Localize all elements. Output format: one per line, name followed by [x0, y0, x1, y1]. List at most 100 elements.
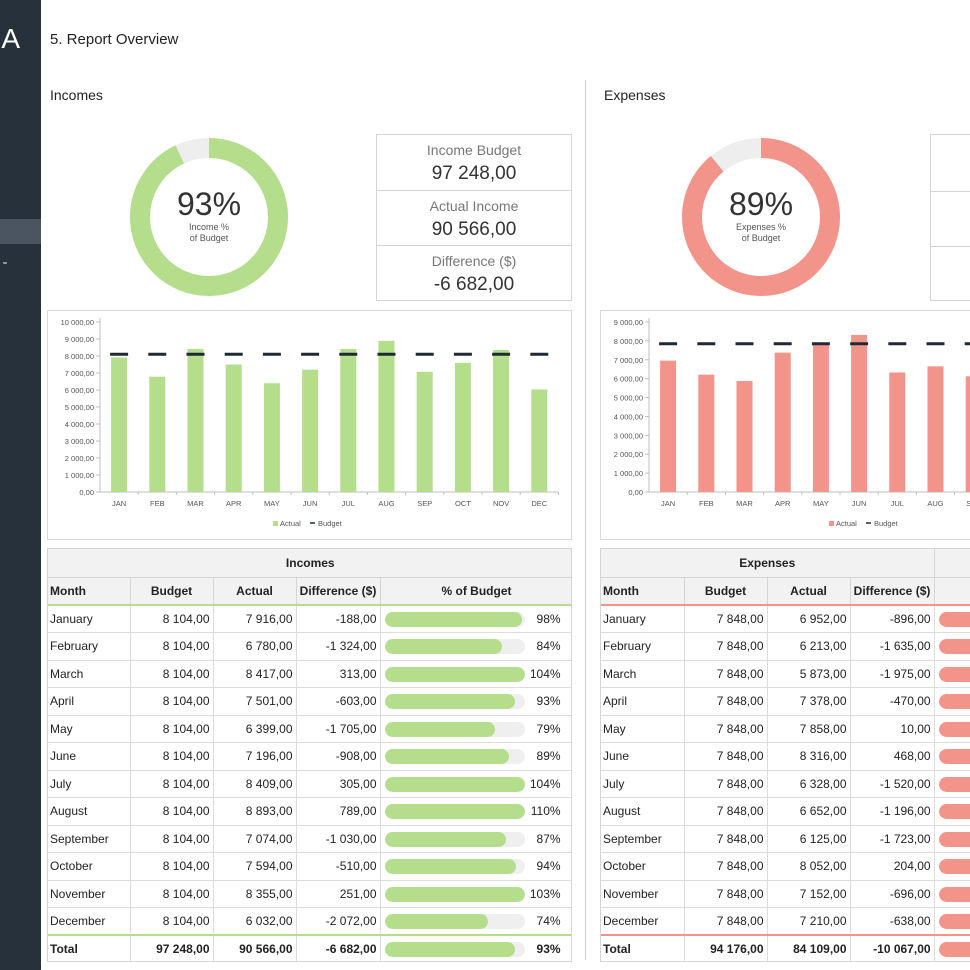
- income-table-title: Incomes: [48, 549, 571, 578]
- progress-bar-track: [938, 721, 970, 737]
- income-chart-x-tick-label: FEB: [150, 499, 165, 508]
- income-chart-y-tick-label: 5 000,00: [65, 403, 94, 412]
- actual-cell: 6 652,00: [767, 797, 851, 825]
- table-row: March 8 104,00 8 417,00 313,00 104%: [48, 659, 571, 688]
- percent-of-budget-cell: 93%: [380, 934, 571, 961]
- expense-donut-label-2: of Budget: [741, 233, 781, 243]
- progress-bar-track: [938, 831, 970, 847]
- income-chart-y-tick-label: 1 000,00: [65, 471, 94, 480]
- income-chart-legend-actual-swatch: [273, 521, 278, 526]
- table-row: August 8 104,00 8 893,00 789,00 110%: [48, 797, 571, 825]
- income-chart-y-tick-label: 9 000,00: [65, 335, 94, 344]
- table-row: February 8 104,00 6 780,00 -1 324,00 84%: [48, 632, 571, 660]
- sidebar-item-active[interactable]: [0, 219, 41, 244]
- percent-label: 104%: [529, 666, 561, 681]
- difference-cell: -10 067,00: [850, 934, 935, 961]
- difference-cell: 10,00: [850, 714, 935, 743]
- expense-chart-x-tick-label: MAR: [736, 499, 753, 508]
- progress-bar-track: [938, 886, 970, 902]
- sidebar-marker: [3, 262, 7, 264]
- expense-donut-arc: [682, 138, 840, 296]
- percent-label: 93%: [536, 942, 561, 956]
- expense-chart-legend-actual: Actual: [836, 519, 857, 528]
- table-row: December 8 104,00 6 032,00 -2 072,00 74%: [48, 907, 571, 935]
- percent-label: 74%: [536, 914, 561, 928]
- expense-chart-bar-jun: [851, 334, 868, 492]
- budget-cell: 97 248,00: [130, 934, 214, 961]
- percent-of-budget-cell: [934, 604, 970, 633]
- difference-cell: -1 324,00: [296, 632, 381, 660]
- progress-bar-track: [384, 666, 525, 682]
- progress-bar-fill: [384, 721, 496, 737]
- expense-chart-y-tick-label: 0,00: [628, 488, 643, 497]
- incomes-section-title: Incomes: [50, 87, 103, 103]
- difference-cell: -1 705,00: [296, 714, 381, 743]
- app-logo: A: [1, 23, 20, 54]
- progress-bar-track: [384, 721, 525, 737]
- percent-of-budget-cell: 94%: [380, 852, 571, 880]
- income-budget-label: Income Budget: [426, 142, 522, 158]
- expense-chart-bar-may: [812, 343, 829, 492]
- progress-bar-fill: [938, 694, 970, 709]
- month-cell: August: [48, 797, 131, 825]
- progress-bar-fill: [938, 804, 970, 819]
- month-cell: January: [601, 604, 685, 633]
- percent-label: 110%: [530, 804, 561, 818]
- difference-cell: -638,00: [850, 907, 935, 935]
- expense-chart-x-tick-label: MAY: [813, 499, 829, 508]
- income-donut: 93% Income % of Budget: [130, 138, 288, 296]
- expense-chart-y-tick-label: 9 000,00: [614, 318, 643, 327]
- progress-bar-fill: [938, 942, 970, 957]
- difference-cell: -1 030,00: [296, 824, 381, 853]
- income-difference-value: -6 682,00: [433, 274, 515, 295]
- budget-cell: 7 848,00: [684, 659, 768, 688]
- table-row: February 7 848,00 6 213,00 -1 635,00: [601, 632, 970, 660]
- column-header-actual: Actual: [767, 577, 851, 605]
- progress-bar-fill: [384, 942, 515, 957]
- expense-kpi-panel: [930, 134, 970, 301]
- percent-of-budget-cell: [934, 879, 970, 908]
- percent-of-budget-cell: 74%: [380, 907, 571, 935]
- income-donut-percent: 93%: [176, 186, 242, 222]
- income-chart-y-tick-label: 2 000,00: [65, 454, 94, 463]
- percent-of-budget-cell: [934, 907, 970, 935]
- expense-chart-y-tick-label: 8 000,00: [614, 337, 643, 346]
- actual-cell: 8 316,00: [767, 742, 851, 770]
- progress-bar-track: [384, 831, 525, 847]
- income-chart-x-tick-label: NOV: [493, 499, 509, 508]
- table-row: May 8 104,00 6 399,00 -1 705,00 79%: [48, 714, 571, 743]
- actual-cell: 7 594,00: [213, 852, 297, 880]
- table-total-row: Total 97 248,00 90 566,00 -6 682,00 93%: [48, 934, 571, 961]
- month-cell: June: [601, 742, 685, 770]
- income-chart-x-tick-label: JAN: [112, 499, 126, 508]
- month-cell: November: [601, 879, 685, 908]
- progress-bar-fill: [384, 694, 515, 709]
- difference-cell: 468,00: [850, 742, 935, 770]
- progress-bar-track: [938, 942, 970, 957]
- difference-cell: -908,00: [296, 742, 381, 770]
- month-cell: February: [48, 632, 131, 660]
- table-row: June 7 848,00 8 316,00 468,00: [601, 742, 970, 770]
- percent-label: 104%: [529, 776, 561, 791]
- actual-income-value: 90 566,00: [431, 219, 517, 240]
- percent-label: 98%: [536, 612, 561, 626]
- expense-chart-bar-apr: [774, 352, 791, 492]
- percent-of-budget-cell: [934, 714, 970, 743]
- progress-bar-track: [384, 914, 525, 929]
- progress-bar-track: [384, 804, 525, 819]
- month-cell: January: [48, 604, 131, 633]
- progress-bar-track: [384, 694, 525, 709]
- budget-cell: 8 104,00: [130, 797, 214, 825]
- column-header-budget: Budget: [130, 577, 214, 605]
- column-header-actual: Actual: [213, 577, 297, 605]
- percent-of-budget-cell: 103%: [380, 879, 571, 908]
- expense-chart-bar-sep: [965, 376, 970, 492]
- income-chart-y-tick-label: 3 000,00: [65, 437, 94, 446]
- month-cell: June: [48, 742, 131, 770]
- month-cell: November: [48, 879, 131, 908]
- income-donut-label-2: of Budget: [189, 233, 229, 243]
- budget-cell: 7 848,00: [684, 824, 768, 853]
- month-cell: July: [601, 769, 685, 798]
- budget-cell: 8 104,00: [130, 824, 214, 853]
- percent-of-budget-cell: 104%: [380, 769, 571, 798]
